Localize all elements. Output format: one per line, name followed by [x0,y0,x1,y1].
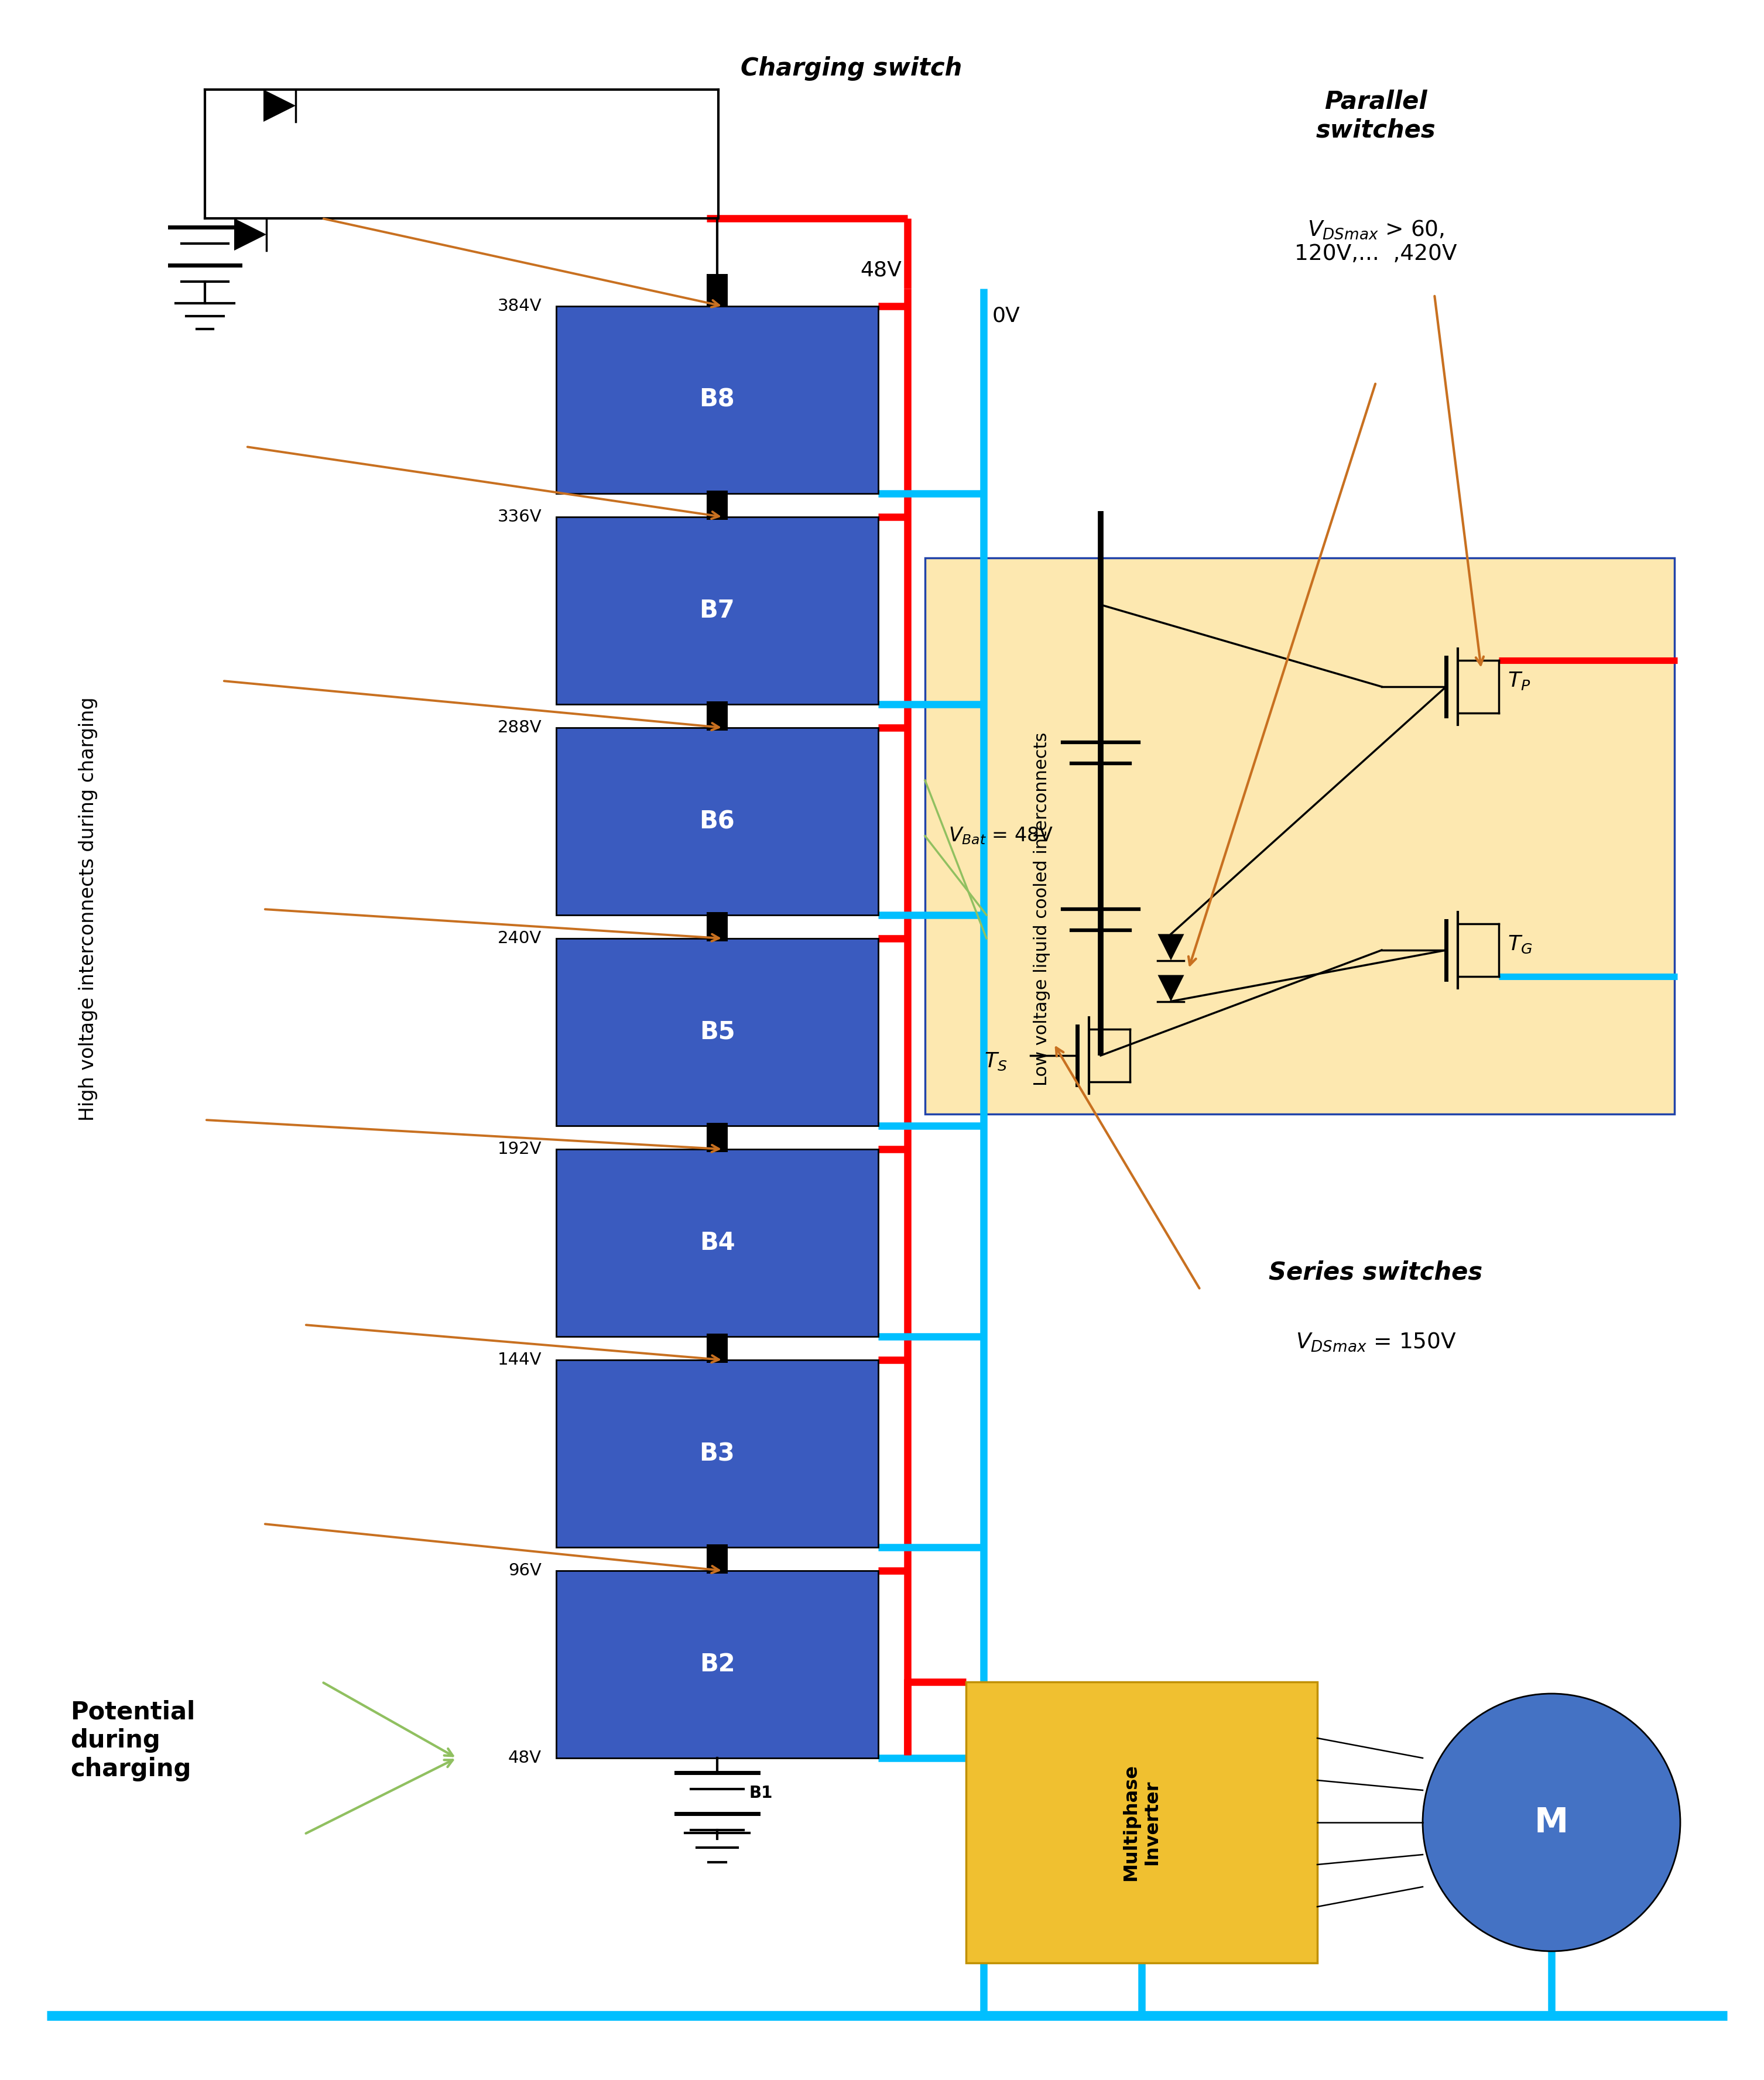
Text: Potential
during
charging: Potential during charging [71,1699,196,1780]
Text: B3: B3 [699,1441,736,1466]
Text: $T_S$: $T_S$ [984,1050,1007,1071]
Text: 288V: 288V [497,720,542,736]
Text: B7: B7 [699,599,736,622]
Text: M: M [1535,1805,1568,1839]
Bar [556,1360,878,1548]
Bar [707,491,729,520]
Text: B1: B1 [750,1785,773,1801]
Bar [707,701,729,730]
Text: 48V: 48V [861,260,901,281]
Text: $V_{DSmax}$ = 150V: $V_{DSmax}$ = 150V [1295,1331,1457,1352]
Bar [707,1333,729,1362]
Polygon shape [235,218,266,250]
Text: Multiphase
Inverter: Multiphase Inverter [1122,1764,1161,1880]
Text: 144V: 144V [497,1352,542,1369]
Bar [924,557,1674,1115]
Text: $V_{DSmax}$ > 60,
120V,...  ,420V: $V_{DSmax}$ > 60, 120V,... ,420V [1295,218,1457,264]
Bar [707,1123,729,1152]
Text: Charging switch: Charging switch [741,56,961,81]
Bar [556,728,878,915]
Text: 240V: 240V [497,930,542,946]
Bar [967,1683,1318,1964]
Text: 48V: 48V [508,1749,542,1766]
Text: $V_{Bat}$ = 48V: $V_{Bat}$ = 48V [949,826,1053,847]
Text: B4: B4 [700,1231,736,1254]
Text: High voltage interconnects during charging: High voltage interconnects during chargi… [78,697,97,1121]
Bar [556,518,878,705]
Polygon shape [1157,976,1184,1000]
Text: Parallel
switches: Parallel switches [1316,89,1436,144]
Text: $T_P$: $T_P$ [1508,670,1531,691]
Bar [556,1570,878,1758]
Text: 192V: 192V [497,1142,542,1156]
Text: B5: B5 [700,1019,736,1044]
Bar [707,913,729,942]
Bar [556,938,878,1125]
Bar [707,275,729,306]
Bar [556,1148,878,1337]
Text: 96V: 96V [508,1562,542,1579]
Polygon shape [1157,934,1184,961]
Polygon shape [263,89,296,123]
Text: 0V: 0V [993,306,1020,327]
Text: B8: B8 [699,387,736,412]
Bar [556,306,878,493]
Text: 336V: 336V [497,510,542,524]
Text: $T_G$: $T_G$ [1508,934,1533,955]
Text: Series switches: Series switches [1268,1260,1484,1285]
Text: Low voltage liquid cooled interconnects: Low voltage liquid cooled interconnects [1034,732,1051,1086]
Text: B2: B2 [700,1652,736,1676]
Text: 384V: 384V [497,297,542,314]
Bar [707,1543,729,1575]
Text: B6: B6 [699,809,736,834]
Circle shape [1424,1693,1681,1951]
